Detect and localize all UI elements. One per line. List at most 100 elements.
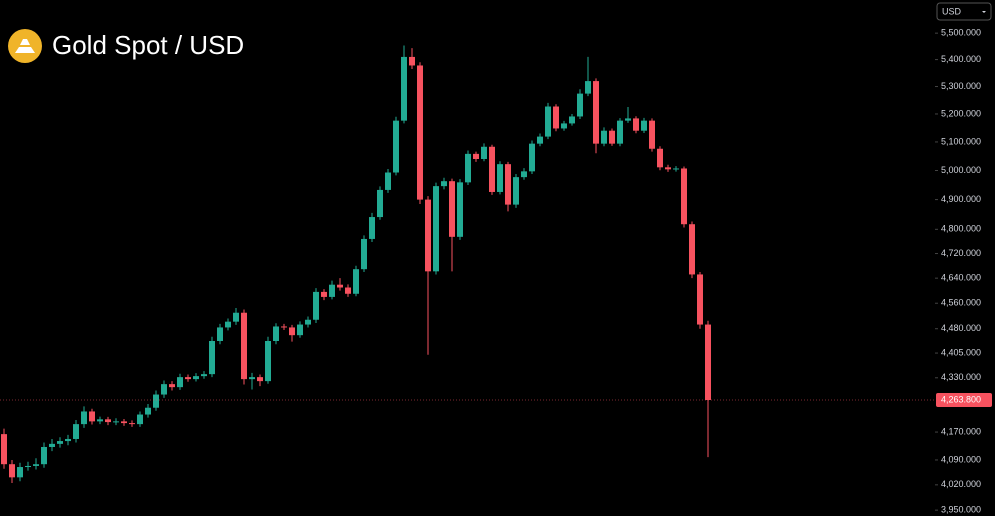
candle-body — [505, 164, 511, 205]
candle-body — [161, 384, 167, 395]
y-tick-label: 4,900.000 — [941, 194, 981, 204]
candle-body — [473, 153, 479, 160]
candle-body — [305, 319, 311, 325]
candle-body — [225, 321, 231, 328]
candle-body — [217, 327, 223, 341]
candle-body — [705, 324, 711, 400]
y-tick-label: 5,400.000 — [941, 54, 981, 64]
candle-body — [201, 374, 207, 377]
candle-body — [273, 326, 279, 341]
candle-body — [401, 56, 407, 121]
candle-body — [425, 199, 431, 272]
candle-body — [441, 181, 447, 187]
candle-body — [657, 148, 663, 168]
candle-body — [97, 419, 103, 422]
candle-body — [313, 291, 319, 320]
candle-body — [489, 146, 495, 192]
logo — [8, 29, 42, 63]
candle-body — [537, 136, 543, 144]
candle-body — [49, 443, 55, 447]
candle-body — [297, 324, 303, 336]
candle-body — [289, 327, 295, 336]
candle-body — [281, 326, 287, 328]
candle-body — [9, 464, 15, 478]
candle-body — [385, 172, 391, 190]
candle-body — [521, 171, 527, 178]
candle-body — [321, 291, 327, 297]
candle-body — [89, 411, 95, 422]
candle-body — [345, 287, 351, 294]
y-tick-label: 4,560.000 — [941, 298, 981, 308]
candle-body — [617, 120, 623, 144]
y-tick-label: 5,500.000 — [941, 28, 981, 38]
candle-body — [513, 177, 519, 205]
candle-body — [577, 93, 583, 117]
candle-body — [641, 120, 647, 131]
y-tick-label: 4,405.000 — [941, 347, 981, 357]
candle-body — [81, 411, 87, 425]
candle-body — [433, 186, 439, 272]
candle-body — [633, 118, 639, 131]
candle-body — [609, 130, 615, 144]
y-tick-label: 4,640.000 — [941, 273, 981, 283]
price-label-box — [936, 392, 992, 407]
candle-body — [601, 130, 607, 144]
candle-body — [41, 446, 47, 465]
candles — [1, 45, 711, 484]
dropdown-arrow[interactable] — [982, 11, 986, 13]
y-tick-label: 5,000.000 — [941, 165, 981, 175]
candle-body — [105, 419, 111, 423]
candle-body — [121, 421, 127, 424]
candle-body — [665, 167, 671, 170]
candle-body — [185, 377, 191, 380]
currency-label[interactable]: USD — [942, 6, 962, 16]
candle-body — [585, 81, 591, 94]
y-tick-label: 5,100.000 — [941, 136, 981, 146]
candle-body — [673, 168, 679, 170]
y-tick-label: 4,480.000 — [941, 323, 981, 333]
candle-body — [33, 464, 39, 466]
candle-body — [449, 181, 455, 237]
candle-body — [649, 120, 655, 149]
logo-bar — [20, 39, 30, 45]
candle-body — [1, 434, 7, 465]
candle-body — [481, 146, 487, 160]
y-tick-label: 4,020.000 — [941, 479, 981, 489]
candle-body — [329, 284, 335, 297]
candle-body — [209, 340, 215, 375]
candle-body — [25, 465, 31, 468]
candle-body — [73, 424, 79, 439]
y-tick-label: 3,950.000 — [941, 505, 981, 515]
candle-body — [569, 116, 575, 124]
candle-body — [561, 123, 567, 129]
candle-body — [697, 274, 703, 325]
candle-body — [625, 118, 631, 121]
candle-body — [465, 153, 471, 183]
logo-circle — [8, 29, 42, 63]
candle-body — [177, 377, 183, 388]
logo-bar — [15, 47, 35, 53]
candle-body — [113, 421, 119, 423]
candle-body — [369, 217, 375, 239]
candle-body — [257, 377, 263, 382]
candle-body — [593, 81, 599, 144]
candle-body — [545, 106, 551, 137]
currency-box[interactable] — [936, 2, 992, 21]
candle-body — [17, 467, 23, 478]
y-tick-label: 4,090.000 — [941, 454, 981, 464]
candle-body — [265, 340, 271, 382]
candle-body — [377, 189, 383, 218]
y-tick-label: 5,200.000 — [941, 108, 981, 118]
chart-title: Gold Spot / USD — [52, 30, 244, 60]
currency-select[interactable]: USD — [936, 2, 992, 21]
candle-body — [497, 164, 503, 192]
candle-body — [529, 143, 535, 172]
y-tick-label: 4,800.000 — [941, 224, 981, 234]
candle-body — [457, 182, 463, 237]
candle-body — [57, 441, 63, 444]
y-tick-label: 5,300.000 — [941, 81, 981, 91]
price-label: 4,263.800 — [941, 394, 981, 404]
